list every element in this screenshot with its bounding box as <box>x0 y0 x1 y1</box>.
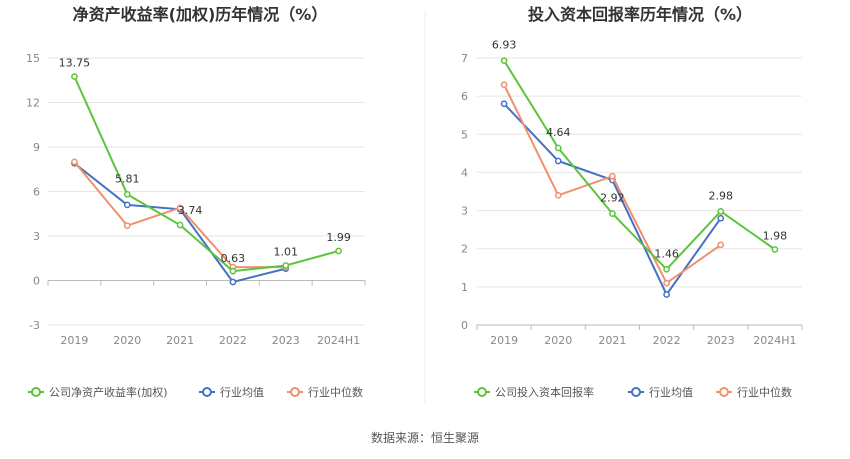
legend-label-avg: 行业均值 <box>649 386 693 399</box>
data-label: 2.98 <box>709 189 734 202</box>
data-point-company <box>717 207 725 215</box>
x-tick-label: 2021 <box>166 334 194 347</box>
data-label: 3.74 <box>178 204 203 217</box>
legend-marker-company <box>477 387 487 397</box>
data-point-company <box>123 190 131 198</box>
data-point-company <box>71 73 78 80</box>
data-point-company <box>282 262 290 269</box>
x-tick-label: 2019 <box>490 334 518 347</box>
data-point-median <box>663 279 670 287</box>
legend-label-median: 行业中位数 <box>308 385 363 399</box>
data-label: 2.92 <box>600 192 625 205</box>
data-point-company <box>176 221 184 229</box>
y-tick-label: 3 <box>461 205 468 218</box>
data-label: 1.98 <box>763 229 788 242</box>
legend-label-company: 公司投入资本回报率 <box>495 385 594 399</box>
y-tick-label: 6 <box>33 186 40 199</box>
legend-label-median: 行业中位数 <box>737 385 792 399</box>
x-tick-label: 2019 <box>60 334 88 347</box>
y-tick-label: 9 <box>33 141 40 154</box>
data-point-avg <box>229 278 237 286</box>
data-point-company <box>335 247 342 255</box>
data-point-median <box>554 191 562 199</box>
data-point-median <box>500 81 508 89</box>
data-point-median <box>609 172 616 180</box>
legend-marker-median <box>719 387 729 397</box>
data-point-avg <box>554 157 562 165</box>
data-source-text: 数据来源：恒生聚源 <box>371 430 479 445</box>
data-point-company <box>229 267 237 275</box>
y-tick-label: 3 <box>33 230 40 243</box>
series-line-company <box>73 76 339 273</box>
y-tick-label: 15 <box>26 52 40 65</box>
y-tick-label: 1 <box>461 281 468 294</box>
data-point-avg <box>500 100 508 108</box>
y-tick-label: 6 <box>461 90 468 103</box>
data-point-avg <box>663 291 670 298</box>
data-label: 5.81 <box>115 172 140 185</box>
chart-title: 投入资本回报率历年情况（%） <box>528 5 752 24</box>
x-tick-label: 2022 <box>653 334 681 347</box>
data-point-median <box>71 158 78 166</box>
legend-marker-avg <box>202 387 212 397</box>
data-point-company <box>554 144 562 152</box>
y-tick-label: 0 <box>461 319 468 332</box>
data-point-median <box>176 204 184 212</box>
chart-title: 净资产收益率(加权)历年情况（%） <box>73 5 328 24</box>
x-tick-label: 2020 <box>544 334 572 347</box>
y-tick-label: 7 <box>461 52 468 65</box>
data-point-median <box>717 241 725 249</box>
data-point-company <box>663 265 670 273</box>
y-tick-label: -3 <box>29 319 40 332</box>
legend-marker-median <box>290 387 300 397</box>
data-point-company <box>609 210 616 217</box>
chart-panel-1: 净资产收益率(加权)历年情况（%） 15 12 9 6 3 0 -3 2019 2020 2021 2… <box>26 5 366 399</box>
legend-marker-company <box>31 387 41 397</box>
legend-label-avg: 行业均值 <box>220 386 264 399</box>
series-line-company <box>503 60 776 271</box>
data-point-company <box>771 246 779 253</box>
data-point-avg <box>123 201 131 209</box>
x-tick-label: 2024H1 <box>753 334 796 347</box>
data-label: 13.75 <box>59 57 91 70</box>
data-label: 6.93 <box>492 39 517 52</box>
x-tick-label: 2021 <box>598 334 626 347</box>
data-point-company <box>500 57 508 65</box>
y-tick-label: 12 <box>26 97 40 110</box>
y-tick-label: 4 <box>461 166 468 179</box>
x-tick-label: 2023 <box>272 334 300 347</box>
legend-label-company: 公司净资产收益率(加权) <box>49 385 168 399</box>
data-label: 1.01 <box>274 246 299 259</box>
data-label: 1.46 <box>654 247 679 260</box>
x-tick-label: 2022 <box>219 334 247 347</box>
data-label: 1.99 <box>326 231 351 244</box>
x-tick-label: 2023 <box>707 334 735 347</box>
y-tick-label: 5 <box>461 128 468 141</box>
data-point-median <box>123 222 131 229</box>
legend-marker-avg <box>631 387 641 397</box>
data-label: 4.64 <box>546 126 571 139</box>
x-tick-label: 2024H1 <box>317 334 360 347</box>
x-tick-label: 2020 <box>113 334 141 347</box>
chart-panel-2: 投入资本回报率历年情况（%） 7 6 5 4 3 2 1 0 2019 2020 2021 2022 20… <box>461 5 803 399</box>
data-label: 0.63 <box>221 252 246 265</box>
y-tick-label: 0 <box>33 275 40 288</box>
y-tick-label: 2 <box>461 243 468 256</box>
data-point-avg <box>717 214 725 222</box>
